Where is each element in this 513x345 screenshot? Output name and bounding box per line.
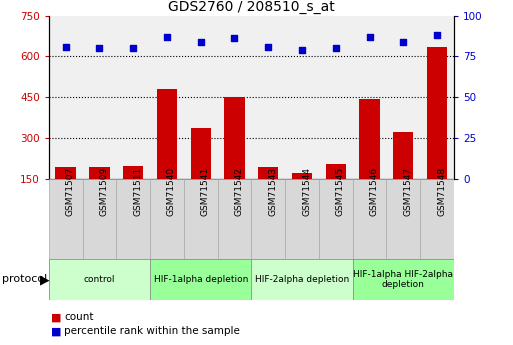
Point (264, 44, 272, 49)
Text: GSM71545: GSM71545 (336, 167, 345, 216)
Bar (190, 128, 211, 220)
Bar (123, 166, 143, 220)
Bar (218, 179, 251, 259)
Text: GSM71544: GSM71544 (302, 167, 311, 216)
Bar (55, 167, 76, 220)
Title: GDS2760 / 208510_s_at: GDS2760 / 208510_s_at (168, 0, 335, 14)
Text: protocol: protocol (2, 275, 47, 284)
Text: GSM71540: GSM71540 (167, 167, 176, 216)
Bar (150, 179, 184, 259)
Bar (116, 179, 150, 259)
Bar (427, 47, 447, 220)
Text: control: control (84, 275, 115, 284)
Bar (386, 179, 420, 259)
Text: ■: ■ (51, 326, 62, 336)
Point (230, 36, 239, 41)
Point (129, 46, 137, 51)
Text: GSM71541: GSM71541 (201, 167, 210, 216)
Bar (251, 259, 352, 300)
Text: GSM71511: GSM71511 (133, 167, 142, 216)
Bar (420, 179, 454, 259)
Bar (292, 172, 312, 220)
Point (95, 46, 104, 51)
Point (433, 32, 441, 38)
Text: ■: ■ (51, 313, 62, 322)
Point (298, 47, 306, 53)
Bar (83, 179, 116, 259)
Bar (89, 167, 109, 220)
Text: percentile rank within the sample: percentile rank within the sample (64, 326, 240, 336)
Bar (258, 167, 279, 220)
Text: ▶: ▶ (40, 273, 49, 286)
Text: GSM71543: GSM71543 (268, 167, 277, 216)
Point (332, 46, 340, 51)
Bar (319, 179, 352, 259)
Bar (184, 179, 218, 259)
Bar (353, 179, 386, 259)
Text: HIF-1alpha depletion: HIF-1alpha depletion (153, 275, 248, 284)
Bar (157, 89, 177, 220)
Point (399, 39, 407, 45)
Bar (150, 259, 251, 300)
Text: HIF-2alpha depletion: HIF-2alpha depletion (255, 275, 349, 284)
Text: GSM71548: GSM71548 (437, 167, 446, 216)
Point (196, 39, 205, 45)
Bar (326, 164, 346, 220)
Bar (224, 98, 245, 220)
Text: GSM71509: GSM71509 (100, 167, 108, 216)
Bar (393, 131, 413, 220)
Bar (49, 259, 150, 300)
Point (365, 34, 373, 40)
Text: HIF-1alpha HIF-2alpha
depletion: HIF-1alpha HIF-2alpha depletion (353, 270, 453, 289)
Bar (352, 259, 454, 300)
Text: count: count (64, 313, 94, 322)
Bar (251, 179, 285, 259)
Bar (49, 179, 83, 259)
Point (62, 44, 70, 49)
Text: GSM71547: GSM71547 (403, 167, 412, 216)
Point (163, 34, 171, 40)
Bar (285, 179, 319, 259)
Text: GSM71507: GSM71507 (66, 167, 74, 216)
Text: GSM71546: GSM71546 (369, 167, 379, 216)
Text: GSM71542: GSM71542 (234, 167, 244, 216)
Bar (360, 99, 380, 220)
